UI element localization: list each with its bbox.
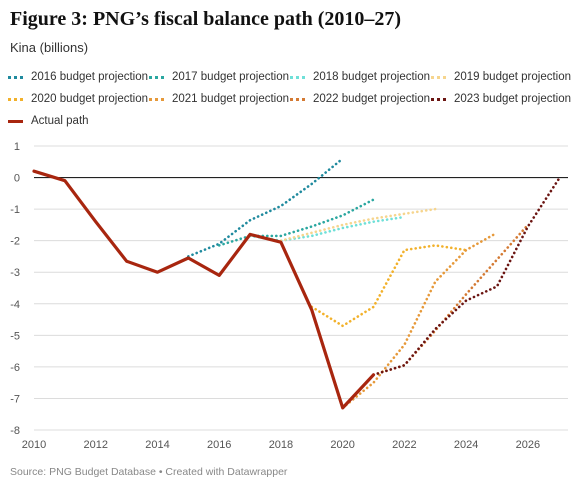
legend-label: 2019 budget projection bbox=[454, 71, 572, 83]
legend-swatch bbox=[149, 75, 164, 79]
x-tick-label: 2016 bbox=[207, 439, 231, 451]
legend-label: 2023 budget projection bbox=[454, 93, 572, 105]
y-tick-label: 1 bbox=[14, 141, 20, 153]
x-tick-label: 2026 bbox=[516, 439, 540, 451]
legend-item-2016-budget-projection: 2016 budget projection bbox=[8, 66, 149, 88]
series-line-2017-budget-projection bbox=[217, 198, 375, 247]
x-tick-label: 2020 bbox=[330, 439, 354, 451]
legend-item-2017-budget-projection: 2017 budget projection bbox=[149, 66, 290, 88]
legend-label: 2020 budget projection bbox=[31, 93, 149, 105]
legend-swatch bbox=[149, 97, 164, 101]
y-tick-label: -2 bbox=[10, 236, 20, 248]
y-tick-label: -4 bbox=[10, 299, 20, 311]
legend-swatch bbox=[431, 75, 446, 79]
series-line-2016-budget-projection bbox=[187, 157, 344, 258]
series-line-2019-budget-projection bbox=[279, 207, 437, 242]
y-tick-label: -7 bbox=[10, 393, 20, 405]
x-tick-label: 2022 bbox=[392, 439, 416, 451]
chart-subtitle: Kina (billions) bbox=[10, 40, 89, 55]
legend-label: 2021 budget projection bbox=[172, 93, 290, 105]
chart-title: Figure 3: PNG’s fiscal balance path (201… bbox=[10, 8, 402, 30]
y-tick-label: -5 bbox=[10, 330, 20, 342]
y-tick-label: -8 bbox=[10, 425, 20, 437]
x-tick-label: 2012 bbox=[83, 439, 107, 451]
series-line-actual-path bbox=[32, 169, 376, 410]
chart-legend: 2016 budget projection 2017 budget projec… bbox=[8, 66, 573, 132]
legend-swatch bbox=[8, 119, 23, 123]
legend-item-2022-budget-projection: 2022 budget projection bbox=[290, 88, 431, 110]
y-tick-label: 0 bbox=[14, 173, 20, 185]
x-tick-label: 2010 bbox=[22, 439, 46, 451]
legend-item-2019-budget-projection: 2019 budget projection bbox=[431, 66, 572, 88]
legend-label: Actual path bbox=[31, 115, 89, 127]
y-tick-label: -3 bbox=[10, 267, 20, 279]
legend-swatch bbox=[8, 75, 23, 79]
x-tick-label: 2024 bbox=[454, 439, 478, 451]
legend-item-2020-budget-projection: 2020 budget projection bbox=[8, 88, 149, 110]
x-tick-label: 2014 bbox=[145, 439, 169, 451]
legend-swatch bbox=[290, 97, 305, 101]
legend-swatch bbox=[290, 75, 305, 79]
legend-item-2018-budget-projection: 2018 budget projection bbox=[290, 66, 431, 88]
legend-label: 2018 budget projection bbox=[313, 71, 431, 83]
legend-swatch bbox=[8, 97, 23, 101]
legend-label: 2022 budget projection bbox=[313, 93, 431, 105]
legend-item-2021-budget-projection: 2021 budget projection bbox=[149, 88, 290, 110]
series-line-2020-budget-projection bbox=[310, 244, 468, 328]
legend-swatch bbox=[431, 97, 446, 101]
legend-label: 2016 budget projection bbox=[31, 71, 149, 83]
x-tick-label: 2018 bbox=[269, 439, 293, 451]
y-tick-label: -6 bbox=[10, 362, 20, 374]
y-tick-label: -1 bbox=[10, 204, 20, 216]
series-line-2023-budget-projection bbox=[372, 177, 560, 377]
legend-item-actual-path: Actual path bbox=[8, 110, 149, 132]
legend-item-2023-budget-projection: 2023 budget projection bbox=[431, 88, 572, 110]
legend-label: 2017 budget projection bbox=[172, 71, 290, 83]
source-note: Source: PNG Budget Database • Created wi… bbox=[10, 466, 288, 478]
